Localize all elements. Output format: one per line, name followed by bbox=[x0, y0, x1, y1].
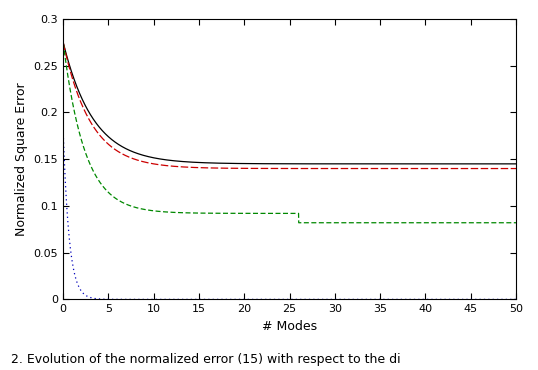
Y-axis label: Normalized Square Error: Normalized Square Error bbox=[15, 83, 28, 236]
Text: 2. Evolution of the normalized error (15) with respect to the di: 2. Evolution of the normalized error (15… bbox=[11, 353, 400, 366]
X-axis label: # Modes: # Modes bbox=[262, 320, 317, 333]
